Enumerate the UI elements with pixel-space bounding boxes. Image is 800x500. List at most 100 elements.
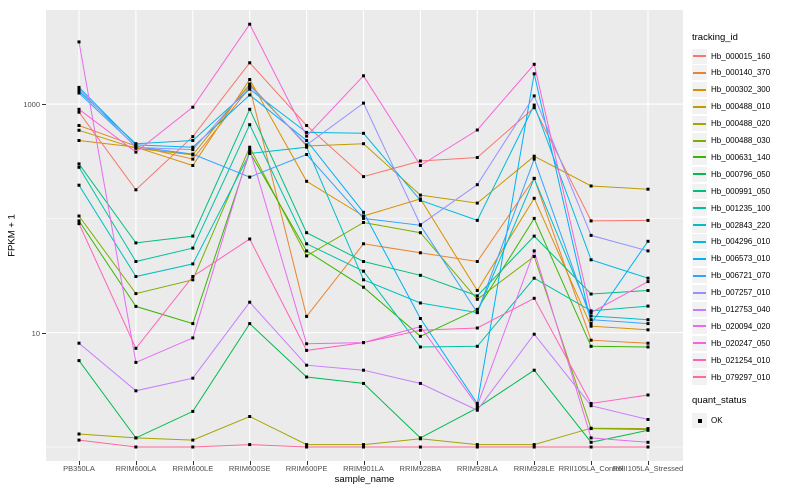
data-point [475, 404, 479, 408]
data-point [589, 309, 593, 313]
legend-key-box [692, 48, 707, 64]
legend-key-box [692, 352, 707, 368]
data-point [646, 428, 650, 432]
data-point [191, 152, 195, 156]
legend-item-Hb_000991_050: Hb_000991_050 [692, 183, 771, 199]
data-point [532, 196, 536, 200]
data-point [532, 234, 536, 238]
data-point [77, 107, 81, 111]
data-point [646, 440, 650, 444]
data-point [248, 61, 252, 65]
data-point [532, 94, 536, 98]
data-point [191, 135, 195, 139]
legend-key-box [692, 234, 707, 250]
legend-key-box [692, 335, 707, 351]
data-point [475, 201, 479, 205]
y-tick-label: 1000 [23, 100, 40, 110]
data-point [532, 62, 536, 66]
data-point [191, 164, 195, 167]
legend-item-Hb_000631_140: Hb_000631_140 [692, 149, 770, 165]
data-point [191, 105, 195, 109]
data-point [475, 326, 479, 330]
data-point [134, 145, 138, 149]
data-point [305, 375, 309, 379]
x-tick-label: RRIM600SE [228, 464, 271, 473]
legend-key-box [692, 166, 707, 182]
x-axis-title: sample_name [334, 474, 395, 485]
data-point [532, 176, 536, 180]
data-point [362, 285, 365, 289]
x-tick-label: RRIM928BA [399, 464, 442, 473]
data-point [646, 318, 650, 322]
data-point [589, 318, 593, 322]
data-point [532, 106, 536, 110]
data-point [191, 278, 195, 282]
data-point [305, 179, 309, 183]
legend-item-label: Hb_000488_030 [711, 136, 771, 145]
data-point [77, 124, 81, 127]
x-tick-mark [249, 461, 251, 465]
data-point [134, 360, 138, 364]
data-point [589, 258, 593, 262]
data-point [362, 368, 365, 372]
data-point [134, 436, 138, 440]
data-point [418, 251, 422, 255]
data-point [362, 131, 365, 135]
data-point [248, 237, 252, 241]
legend-item-Hb_000796_050: Hb_000796_050 [692, 166, 770, 182]
data-point [248, 145, 252, 149]
data-point [362, 210, 365, 214]
data-point [362, 175, 365, 179]
legend-item-label: Hb_004296_010 [711, 237, 771, 247]
legend-item-label: Hb_000991_050 [711, 186, 771, 196]
data-point [191, 234, 195, 238]
legend-key-box [692, 183, 707, 199]
x-tick-mark [135, 461, 137, 465]
legend-key-box [692, 99, 707, 115]
legend-item-label: Hb_007257_010 [711, 288, 771, 298]
data-point [134, 150, 138, 154]
data-point [362, 278, 365, 282]
data-point [418, 317, 422, 320]
data-point [475, 402, 479, 405]
data-point [248, 87, 252, 91]
data-point [418, 325, 422, 329]
data-point [191, 157, 195, 161]
data-point [646, 218, 650, 222]
legend-key-box [692, 251, 707, 267]
data-point [475, 445, 479, 449]
data-point [134, 445, 138, 449]
data-point [248, 78, 252, 81]
line-swatch-icon [693, 55, 706, 57]
x-tick-label: RRIM600LE [172, 464, 214, 473]
x-tick-label: RRIM600LA [115, 464, 157, 473]
data-point [646, 328, 650, 332]
data-point [418, 273, 422, 277]
data-point [532, 154, 536, 158]
line-swatch-icon [693, 139, 706, 142]
data-point [589, 402, 593, 405]
line-swatch-icon [693, 274, 706, 277]
line-swatch-icon [693, 207, 706, 210]
data-point [418, 328, 422, 332]
data-point [77, 183, 81, 187]
data-point [362, 269, 365, 273]
x-tick-mark [79, 461, 80, 465]
line-swatch-icon [693, 224, 706, 226]
data-point [134, 389, 138, 393]
data-point [305, 249, 309, 253]
legend-key-box [692, 65, 707, 81]
plot-panel [46, 10, 683, 461]
data-point [134, 188, 138, 192]
data-point [589, 184, 593, 188]
data-point [362, 260, 365, 263]
line-swatch-icon [693, 71, 706, 74]
data-point [646, 239, 650, 243]
legend-title-quant-status: quant_status [692, 395, 747, 406]
data-point [418, 164, 422, 167]
data-point [475, 307, 479, 311]
data-point [134, 260, 138, 263]
data-point [589, 311, 593, 315]
x-tick-mark [477, 461, 479, 465]
